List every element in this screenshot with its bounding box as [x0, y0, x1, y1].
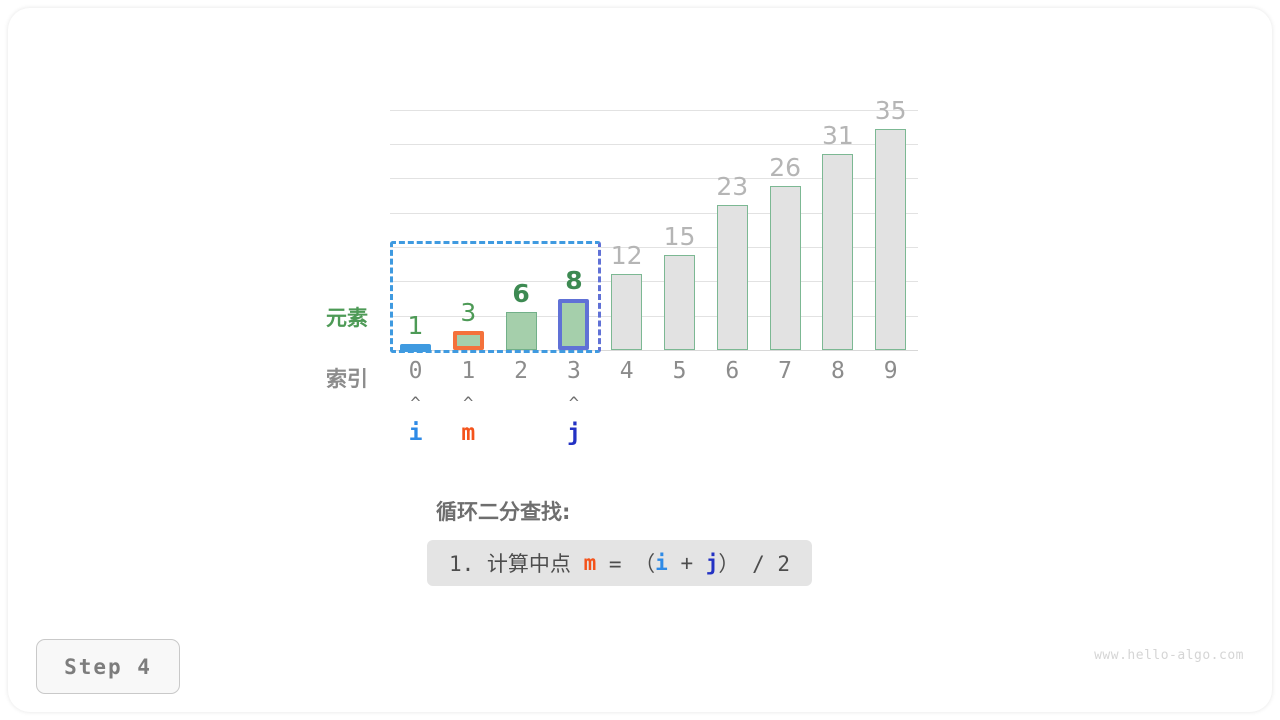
value-label-3: 8 [565, 266, 583, 295]
value-label-5: 15 [663, 222, 696, 251]
formula-var-i: i [655, 551, 668, 575]
watermark: www.hello-algo.com [1094, 648, 1244, 663]
axis-baseline [390, 350, 918, 351]
bar-9 [875, 129, 907, 350]
pointer-label-m: m [461, 420, 476, 446]
gridline [390, 316, 918, 317]
bar-chart-plot [390, 110, 918, 352]
gridline [390, 213, 918, 214]
index-label-6: 6 [725, 358, 740, 384]
formula-var-m: m [583, 551, 597, 575]
element-row-title: 元素 [326, 306, 368, 330]
value-label-1: 3 [460, 298, 477, 327]
formula-plus: + [667, 551, 706, 575]
formula-suffix: ） / 2 [718, 552, 790, 576]
pointer-caret-i: ^ [410, 394, 421, 414]
caption-heading: 循环二分查找: [436, 500, 571, 524]
bar-2 [505, 312, 537, 350]
index-label-8: 8 [830, 358, 845, 384]
index-label-5: 5 [672, 358, 687, 384]
formula-box: 1. 计算中点 m = （i + j） / 2 [427, 540, 812, 586]
index-label-2: 2 [514, 358, 529, 384]
index-label-9: 9 [883, 358, 898, 384]
gridline [390, 247, 918, 248]
gridline [390, 281, 918, 282]
index-label-4: 4 [619, 358, 634, 384]
pointer-label-i: i [408, 420, 423, 446]
formula-var-j: j [705, 551, 719, 575]
pointer-label-j: j [566, 420, 581, 446]
value-label-6: 23 [716, 172, 749, 201]
bar-7 [769, 186, 801, 350]
bar-3 [558, 299, 590, 350]
value-label-0: 1 [407, 311, 424, 340]
formula-prefix: 1. 计算中点 [449, 552, 584, 576]
pointer-caret-m: ^ [463, 394, 474, 414]
bar-5 [664, 255, 695, 350]
value-label-4: 12 [610, 241, 643, 270]
index-row-title: 索引 [326, 367, 368, 391]
gridline [390, 178, 918, 179]
index-label-0: 0 [408, 358, 423, 384]
pointer-caret-j: ^ [568, 394, 580, 414]
value-label-8: 31 [821, 121, 854, 150]
value-label-2: 6 [512, 279, 530, 308]
formula-eq: = （ [596, 552, 656, 576]
bar-0 [400, 344, 431, 352]
bar-4 [611, 274, 643, 350]
bar-8 [822, 154, 854, 350]
step-badge: Step 4 [36, 639, 180, 694]
figure-frame [8, 8, 1272, 712]
value-label-9: 35 [874, 96, 907, 125]
bar-6 [716, 205, 748, 350]
index-label-3: 3 [566, 358, 581, 384]
index-label-7: 7 [778, 358, 793, 384]
index-label-1: 1 [461, 358, 476, 384]
gridline [390, 110, 918, 111]
gridline [390, 144, 918, 145]
value-label-7: 26 [769, 153, 801, 182]
bar-1 [452, 331, 484, 350]
